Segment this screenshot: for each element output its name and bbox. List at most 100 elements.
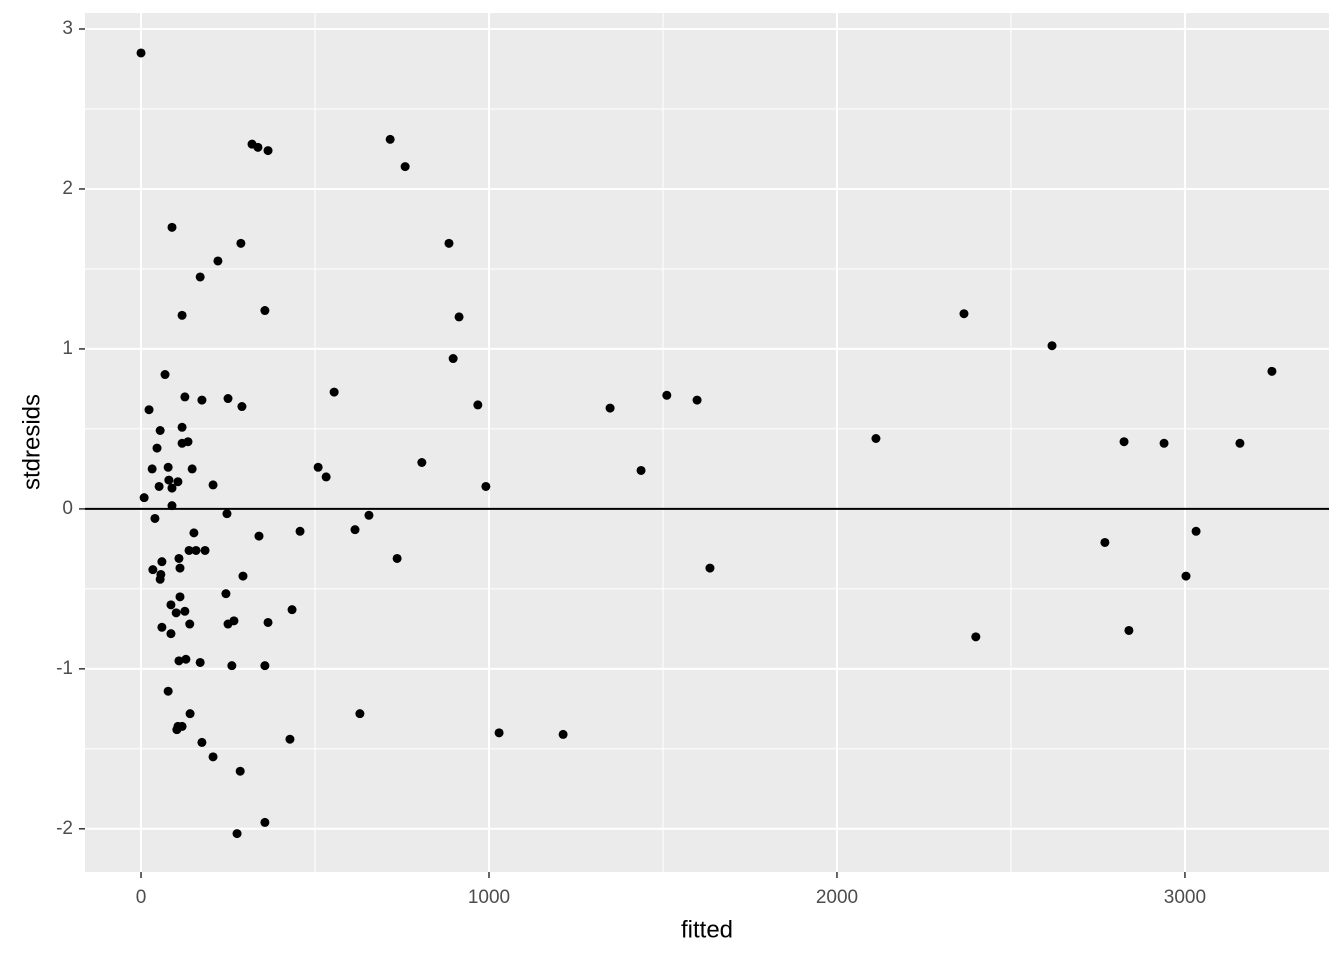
x-tick-label: 1000 (468, 887, 510, 908)
point (167, 222, 177, 232)
point (263, 617, 273, 627)
point (385, 134, 395, 144)
point (195, 657, 205, 667)
point (236, 238, 246, 248)
point (167, 501, 177, 511)
point (355, 709, 365, 719)
point (237, 402, 247, 412)
y-tick-label: 2 (62, 178, 73, 199)
point (285, 734, 295, 744)
point (636, 465, 646, 475)
point (173, 477, 183, 487)
point (1159, 438, 1169, 448)
point (494, 728, 504, 738)
point (392, 553, 402, 563)
point (287, 605, 297, 615)
point (227, 661, 237, 671)
point (163, 686, 173, 696)
point (260, 661, 270, 671)
point (235, 766, 245, 776)
y-tick-label: 0 (62, 498, 73, 519)
point (197, 395, 207, 405)
point (185, 709, 195, 719)
point (208, 752, 218, 762)
y-tick-label: -2 (56, 818, 73, 839)
point (154, 481, 164, 491)
point (157, 557, 167, 567)
point (157, 622, 167, 632)
x-tick-label: 3000 (1164, 887, 1206, 908)
point (448, 354, 458, 364)
point (147, 464, 157, 474)
point (295, 526, 305, 536)
point (263, 146, 273, 156)
point (175, 563, 185, 573)
point (260, 817, 270, 827)
point (329, 387, 339, 397)
point (181, 654, 191, 664)
point (364, 510, 374, 520)
point (1181, 571, 1191, 581)
point (605, 403, 615, 413)
point (959, 309, 969, 319)
point (1235, 438, 1245, 448)
point (136, 48, 146, 58)
y-axis-label: stdresids (18, 394, 45, 490)
point (213, 256, 223, 266)
point (184, 545, 194, 555)
point (139, 493, 149, 503)
point (180, 392, 190, 402)
point (180, 606, 190, 616)
point (160, 370, 170, 380)
point (871, 434, 881, 444)
point (221, 589, 231, 599)
point (166, 600, 176, 610)
x-axis-label: fitted (681, 916, 733, 943)
point (1047, 341, 1057, 351)
point (481, 481, 491, 491)
point (1124, 625, 1134, 635)
point (229, 616, 239, 626)
point (321, 472, 331, 482)
point (156, 569, 166, 579)
point (558, 729, 568, 739)
point (254, 531, 264, 541)
point (183, 437, 193, 447)
point (191, 545, 201, 555)
point (174, 553, 184, 563)
point (150, 513, 160, 523)
point (197, 737, 207, 747)
point (167, 483, 177, 493)
point (175, 592, 185, 602)
point (166, 629, 176, 639)
point (1100, 537, 1110, 547)
point (200, 545, 210, 555)
y-tick-label: 3 (62, 18, 73, 39)
plot-panel (85, 13, 1329, 872)
point (195, 272, 205, 282)
point (1267, 366, 1277, 376)
y-tick-label: 1 (62, 338, 73, 359)
point (971, 632, 981, 642)
point (185, 619, 195, 629)
point (253, 142, 263, 152)
point (189, 528, 199, 538)
point (148, 565, 158, 575)
point (163, 462, 173, 472)
point (223, 394, 233, 404)
y-tick-label: -1 (56, 658, 73, 679)
point (400, 162, 410, 172)
point (164, 475, 174, 485)
point (144, 405, 154, 415)
point (705, 563, 715, 573)
x-tick-label: 2000 (816, 887, 858, 908)
point (1191, 526, 1201, 536)
point (155, 426, 165, 436)
point (208, 480, 218, 490)
point (313, 462, 323, 472)
point (177, 721, 187, 731)
point (417, 457, 427, 467)
point (177, 310, 187, 320)
